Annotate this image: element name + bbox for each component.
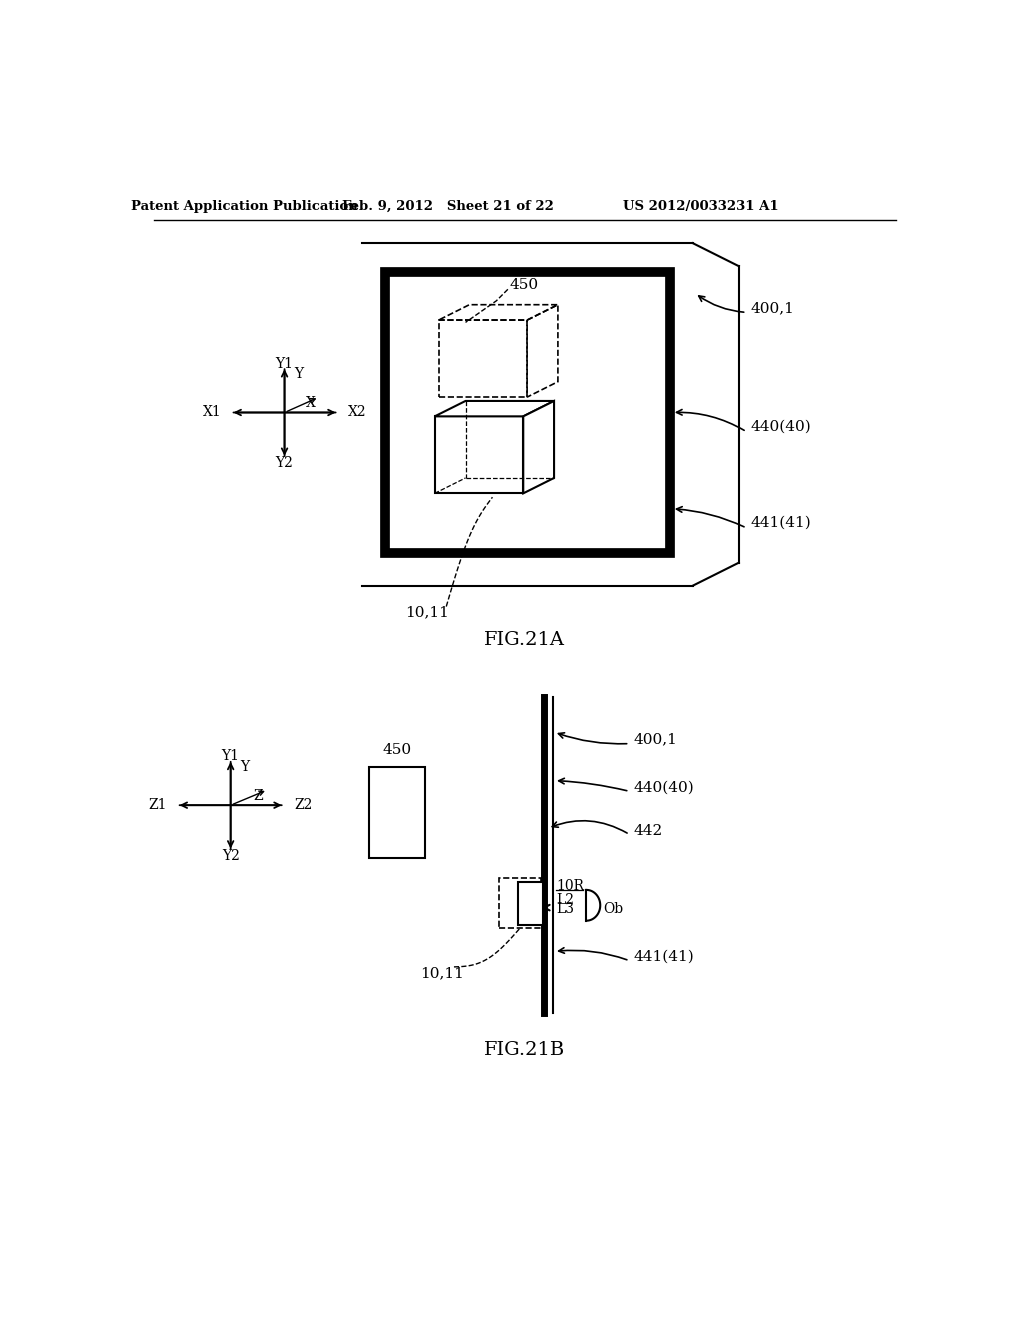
Text: Z1: Z1 [148, 799, 167, 812]
Text: Z2: Z2 [295, 799, 313, 812]
Text: L2: L2 [556, 892, 574, 907]
Text: X1: X1 [203, 405, 221, 420]
Text: 450: 450 [382, 743, 412, 756]
Text: Z: Z [254, 789, 263, 803]
Text: 10R: 10R [556, 879, 585, 894]
Text: L3: L3 [556, 902, 574, 916]
Text: Y1: Y1 [221, 748, 240, 763]
Text: 10,11: 10,11 [406, 606, 449, 619]
Text: X2: X2 [348, 405, 367, 420]
Polygon shape [435, 401, 554, 416]
Text: 441(41): 441(41) [634, 950, 694, 964]
Text: 10,11: 10,11 [421, 966, 464, 979]
Text: FIG.21A: FIG.21A [484, 631, 565, 648]
Bar [518, 882, 543, 924]
Text: FIG.21B: FIG.21B [484, 1041, 565, 1059]
Text: 440(40): 440(40) [634, 780, 694, 795]
Text: 442: 442 [634, 824, 663, 838]
Text: 440(40): 440(40) [751, 420, 811, 433]
Text: 400,1: 400,1 [751, 301, 795, 315]
Text: Y2: Y2 [222, 849, 240, 863]
Polygon shape [523, 401, 554, 494]
Text: Patent Application Publication: Patent Application Publication [131, 199, 358, 213]
Bar [435, 416, 523, 494]
Text: Y: Y [295, 367, 304, 381]
Bar [370, 767, 425, 858]
Text: Y2: Y2 [275, 457, 294, 470]
Bar [499, 878, 541, 928]
Bar [385, 272, 670, 553]
Text: 450: 450 [509, 279, 539, 293]
Text: 400,1: 400,1 [634, 733, 677, 747]
Bar [438, 321, 527, 397]
Text: X: X [306, 396, 316, 411]
Text: Ob: Ob [603, 902, 624, 916]
Text: Feb. 9, 2012   Sheet 21 of 22: Feb. 9, 2012 Sheet 21 of 22 [342, 199, 554, 213]
Text: Y: Y [241, 760, 250, 774]
Text: 441(41): 441(41) [751, 516, 811, 529]
Text: Y1: Y1 [275, 358, 294, 371]
Text: US 2012/0033231 A1: US 2012/0033231 A1 [623, 199, 778, 213]
